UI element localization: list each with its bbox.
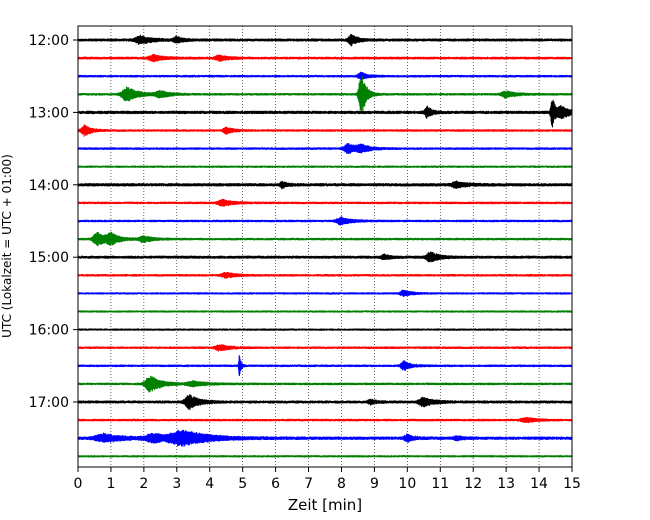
x-tick-label: 12: [464, 476, 482, 492]
seismic-trace: [77, 271, 573, 279]
seismic-traces: [77, 34, 573, 458]
x-tick-label: 0: [74, 476, 83, 492]
y-tick-label: 12:00: [29, 33, 69, 49]
seismic-trace: [77, 355, 573, 377]
seismic-trace: [77, 142, 573, 154]
x-axis-label: Zeit [min]: [288, 496, 362, 514]
seismic-trace: [77, 429, 573, 447]
x-tick-label: 1: [106, 476, 115, 492]
y-tick-label: 15:00: [29, 250, 69, 266]
seismic-trace: [77, 375, 573, 393]
seismic-trace: [77, 198, 573, 207]
seismic-trace: [77, 231, 573, 247]
seismic-trace: [77, 394, 573, 410]
seismic-trace: [77, 310, 573, 313]
seismic-trace: [77, 76, 573, 115]
y-tick-label: 13:00: [29, 105, 69, 121]
x-tick-label: 9: [370, 476, 379, 492]
x-tick-label: 15: [563, 476, 581, 492]
plot-frame: [77, 25, 573, 468]
seismic-trace: [77, 251, 573, 263]
seismic-trace: [77, 455, 573, 458]
seismic-trace: [77, 216, 573, 226]
x-tick-label: 8: [337, 476, 346, 492]
x-tick-label: 13: [497, 476, 515, 492]
x-tick-label: 6: [271, 476, 280, 492]
x-tick-label: 5: [238, 476, 247, 492]
seismic-trace: [77, 328, 573, 331]
x-tick-label: 10: [398, 476, 416, 492]
x-tick-label: 2: [139, 476, 148, 492]
x-tick-label: 7: [304, 476, 313, 492]
seismic-trace: [77, 344, 573, 352]
y-axis-ticks: 12:00 13:00 14:00 15:00 16:00 17:00: [29, 33, 78, 411]
y-tick-label: 17:00: [29, 395, 69, 411]
x-axis-ticks: 0 1 2 3 4 5 6 7 8 9 10 11 12 13 14 15: [74, 467, 581, 492]
y-tick-label: 14:00: [29, 178, 69, 194]
seismic-trace: [77, 180, 573, 190]
x-tick-label: 11: [431, 476, 449, 492]
seismic-trace: [77, 71, 573, 81]
y-axis-label: UTC (Lokalzeit = UTC + 01:00): [0, 154, 14, 338]
seismic-trace: [77, 34, 573, 47]
seismic-trace: [77, 289, 573, 297]
seismic-trace: [77, 165, 573, 168]
x-tick-label: 4: [205, 476, 214, 492]
x-tick-label: 3: [172, 476, 181, 492]
y-tick-label: 16:00: [29, 323, 69, 339]
x-tick-label: 14: [530, 476, 548, 492]
seismic-trace: [77, 124, 573, 137]
seismic-trace: [77, 53, 573, 63]
seismic-trace: [77, 416, 573, 424]
seismic-trace: [77, 99, 573, 128]
